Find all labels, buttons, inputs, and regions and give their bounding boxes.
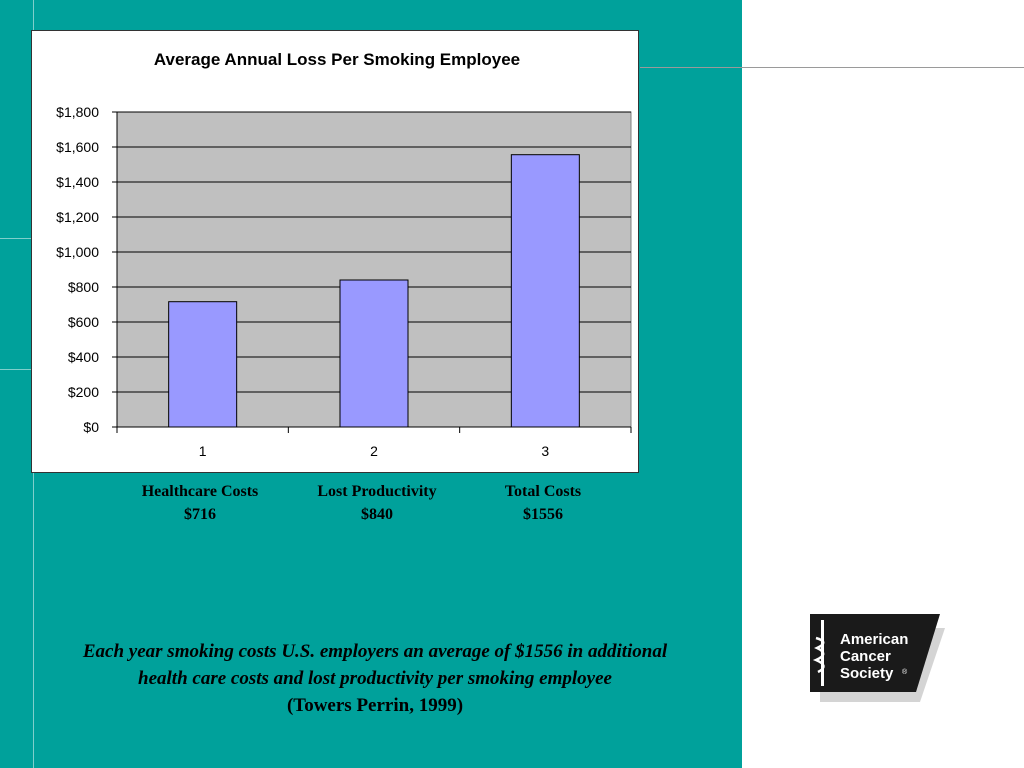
caption-line-1: Each year smoking costs U.S. employers a…	[82, 641, 668, 662]
category-name: Lost Productivity	[317, 483, 437, 500]
logo-text-society: Society	[840, 665, 894, 682]
y-tick-label: $600	[68, 314, 99, 330]
category-value: $840	[361, 506, 393, 523]
logo-registered-mark: ®	[902, 668, 908, 676]
y-tick-label: $0	[83, 419, 99, 435]
category-value: $716	[184, 506, 216, 523]
category-name: Total Costs	[504, 483, 582, 500]
bar	[339, 279, 409, 428]
category-value: $1556	[523, 506, 563, 523]
logo-background	[810, 614, 940, 692]
caption-line-2: health care costs and lost productivity …	[138, 668, 612, 689]
x-tick-label: 2	[370, 443, 378, 459]
category-label-total: Total Costs $1556	[458, 480, 628, 526]
category-label-healthcare: Healthcare Costs $716	[115, 480, 285, 526]
bar-chart: Average Annual Loss Per Smoking Employee…	[56, 50, 632, 459]
y-tick-label: $800	[68, 279, 99, 295]
logo-sword-icon	[812, 636, 825, 674]
chart-title: Average Annual Loss Per Smoking Employee	[154, 50, 520, 69]
x-tick-label: 3	[541, 443, 549, 459]
bar	[510, 154, 580, 428]
x-tick-label: 1	[199, 443, 207, 459]
y-tick-label: $400	[68, 349, 99, 365]
category-name: Healthcare Costs	[141, 483, 259, 500]
decorative-horizontal-line-top	[0, 238, 33, 239]
category-label-productivity: Lost Productivity $840	[292, 480, 462, 526]
american-cancer-society-logo: American Cancer Society ®	[810, 614, 945, 702]
y-tick-label: $1,600	[56, 139, 99, 155]
logo-text-american: American	[840, 631, 908, 648]
y-tick-label: $1,800	[56, 104, 99, 120]
y-tick-label: $1,000	[56, 244, 99, 260]
y-tick-label: $1,400	[56, 174, 99, 190]
y-tick-label: $1,200	[56, 209, 99, 225]
decorative-horizontal-line-bottom	[0, 369, 33, 370]
caption: Each year smoking costs U.S. employers a…	[10, 638, 740, 719]
bar	[168, 301, 238, 428]
decorative-right-line	[640, 67, 1024, 68]
caption-source: (Towers Perrin, 1999)	[286, 695, 464, 716]
chart-frame: Average Annual Loss Per Smoking Employee…	[31, 30, 639, 473]
y-tick-label: $200	[68, 384, 99, 400]
logo-text-cancer: Cancer	[840, 648, 891, 665]
